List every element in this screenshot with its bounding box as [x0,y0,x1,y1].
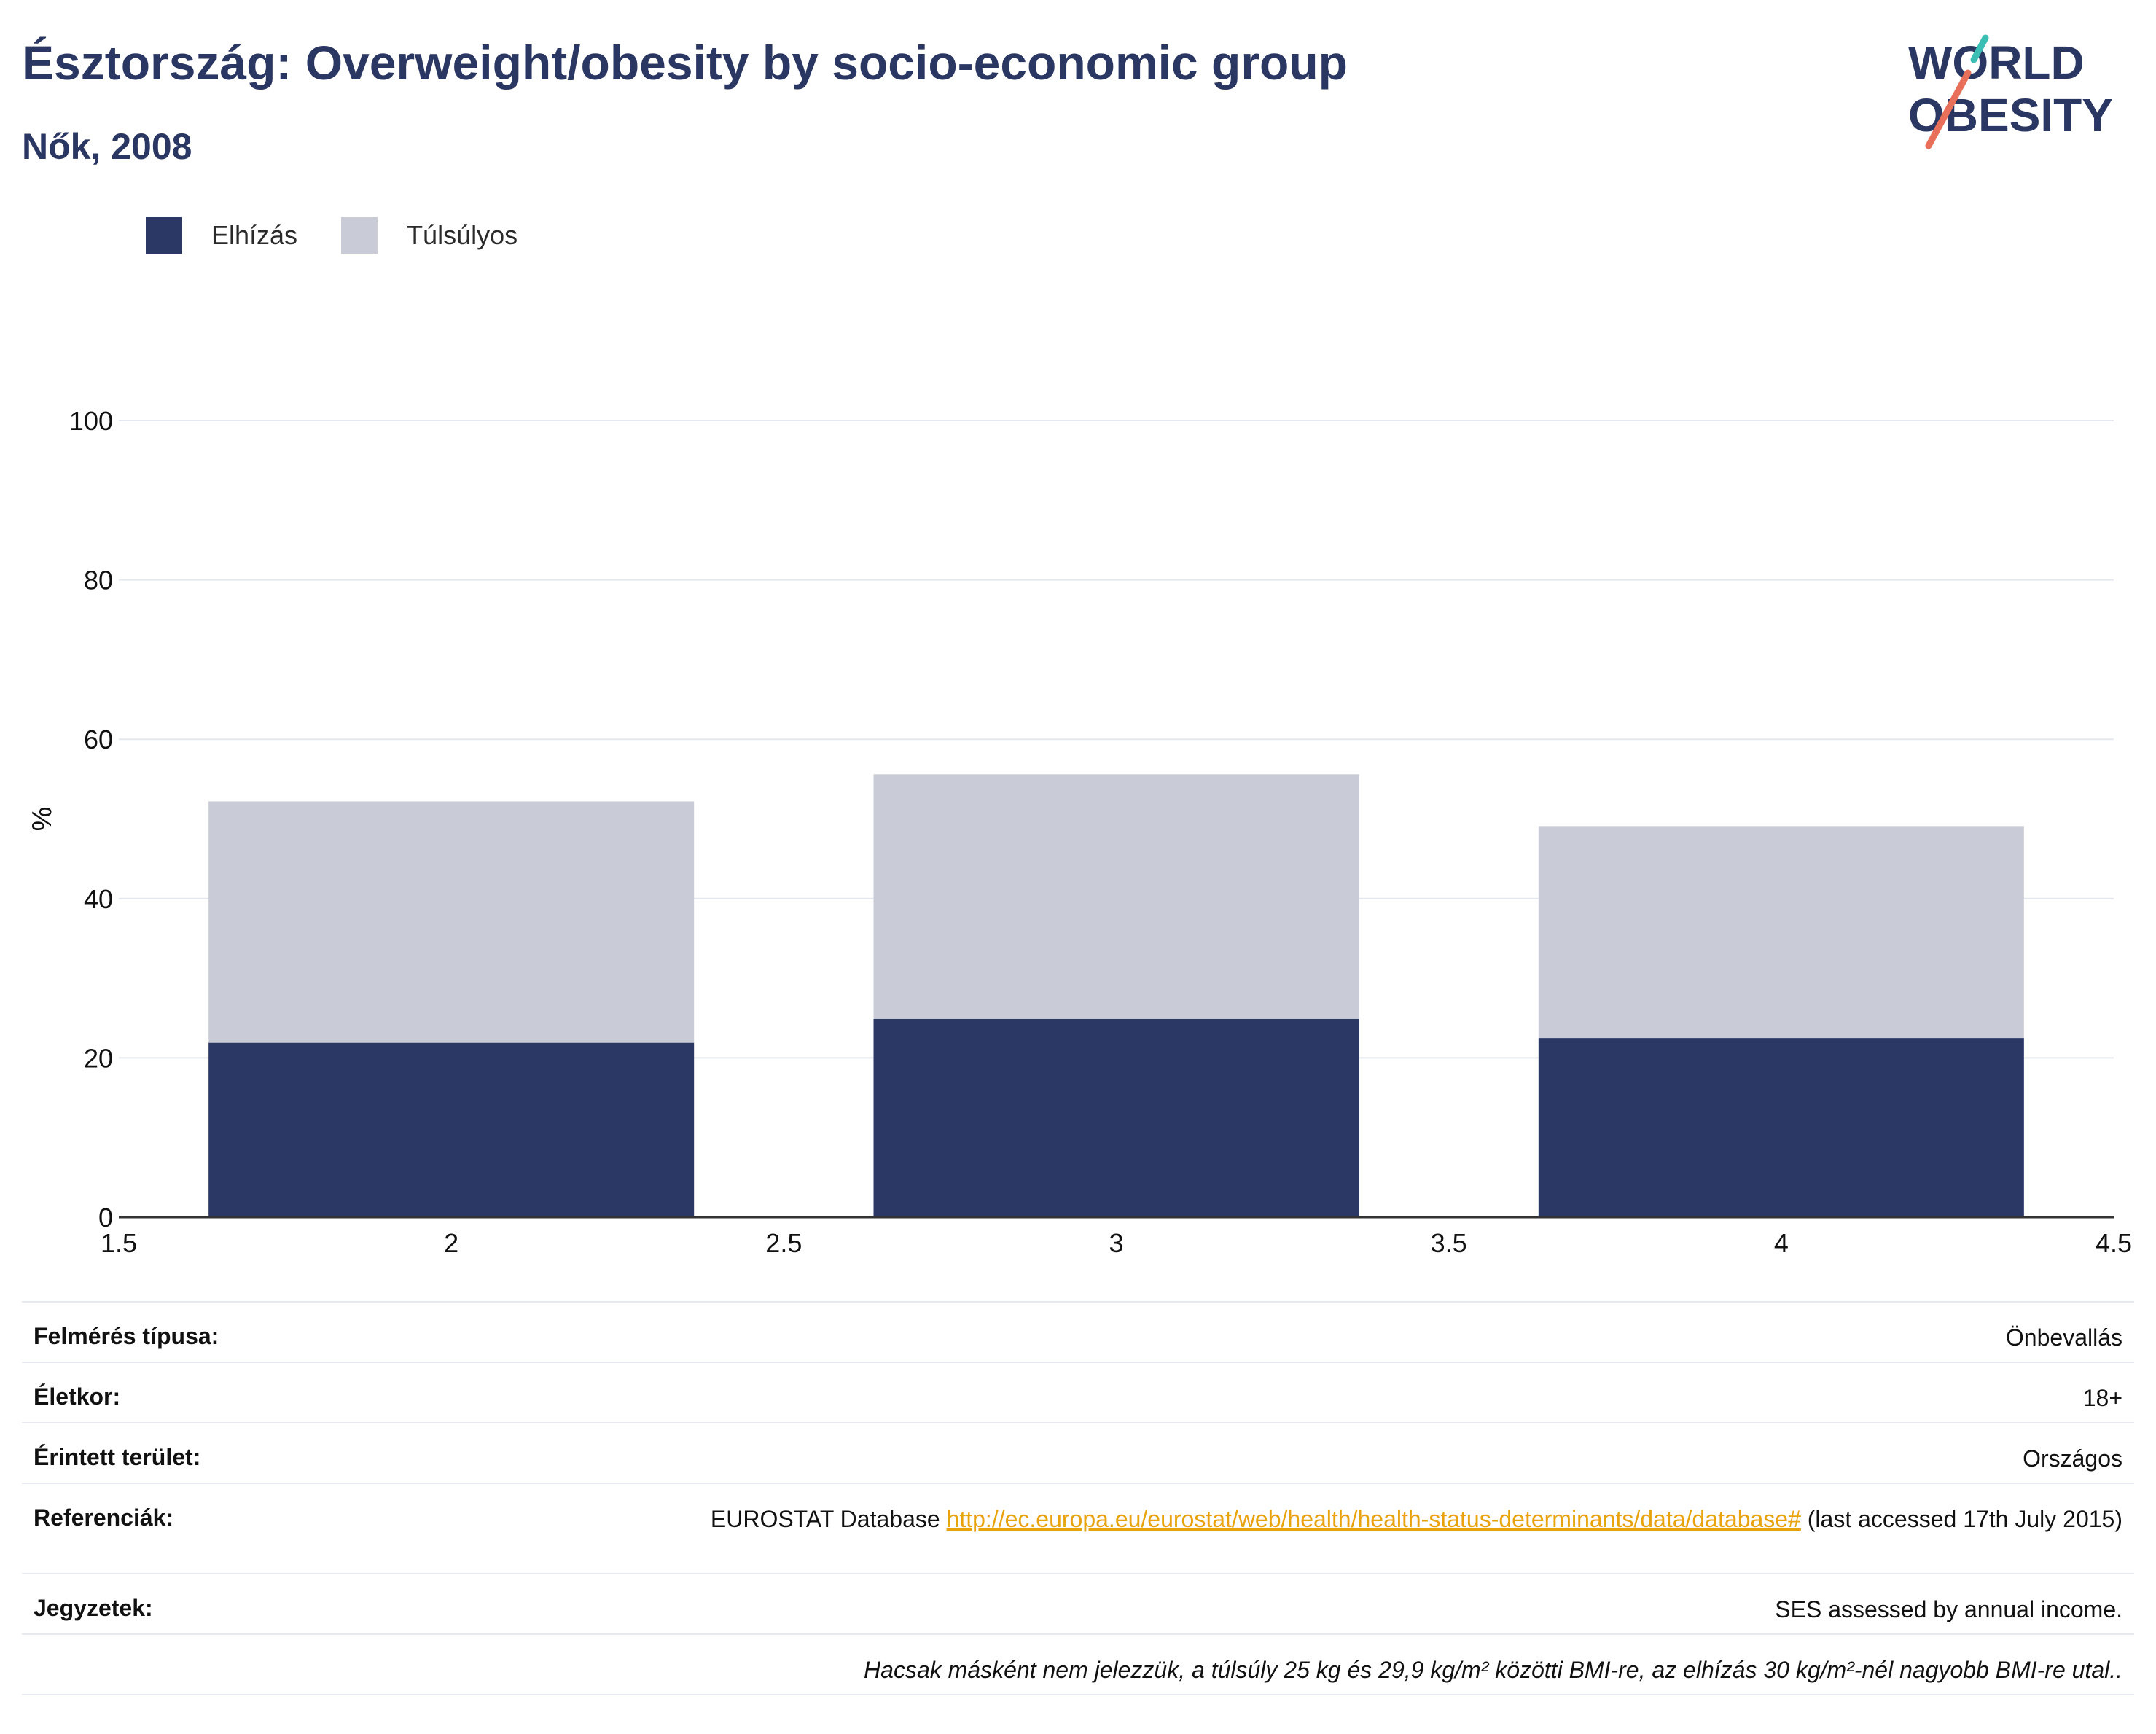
legend-item-obesity[interactable]: Elhízás [146,217,297,254]
notes-value: SES assessed by annual income. [1775,1596,2122,1622]
footnote: Hacsak másként nem jelezzük, a túlsúly 2… [864,1657,2122,1683]
logo-slash-coral [1925,69,1972,149]
logo-slash-teal [1970,34,1989,63]
x-tick-label: 4 [1774,1228,1789,1258]
y-tick-label: 80 [84,566,113,595]
y-tick-label: 100 [69,406,113,436]
info-row-age: Életkor: 18+ [22,1363,2134,1423]
area-value: Országos [2023,1445,2122,1472]
age-label: Életkor: [34,1383,121,1410]
y-tick-label: 20 [84,1043,113,1073]
age-value: 18+ [2082,1385,2122,1411]
reference-suffix: (last accessed 17th July 2015) [1807,1506,2122,1532]
bar-obesity [208,1042,695,1217]
reference-link[interactable]: http://ec.europa.eu/eurostat/web/health/… [946,1506,1801,1532]
y-tick-label: 0 [98,1203,113,1233]
logo-line1: WORLD [1908,36,2085,89]
legend-swatch-overweight [341,217,378,254]
bar-overweight [873,774,1359,1019]
legend-item-overweight[interactable]: Túlsúlyos [341,217,517,254]
info-row-references: Referenciák: EUROSTAT Database http://ec… [22,1484,2134,1574]
chart-title: Észtország: Overweight/obesity by socio-… [22,36,1348,90]
survey-type-label: Felmérés típusa: [34,1323,219,1349]
legend: Elhízás Túlsúlyos [146,217,561,254]
area-label: Érintett terület: [34,1444,201,1470]
info-row-survey: Felmérés típusa: Önbevallás [22,1303,2134,1363]
legend-label-overweight: Túlsúlyos [407,220,518,250]
bar-overweight [1538,826,2024,1039]
references-value: EUROSTAT Database http://ec.europa.eu/eu… [711,1504,2122,1535]
y-tick-label: 60 [84,725,113,754]
x-tick-label: 2 [444,1228,458,1258]
info-row-footnote: Hacsak másként nem jelezzük, a túlsúly 2… [22,1635,2134,1695]
info-row-notes: Jegyzetek: SES assessed by annual income… [22,1574,2134,1635]
x-tick-label: 3.5 [1431,1228,1467,1258]
bar-chart: 0 20 40 60 80 100% 1.5 2 2.5 3 3.5 4 4.5 [27,406,2132,1258]
legend-swatch-obesity [146,217,182,254]
info-row-area: Érintett terület: Országos [22,1423,2134,1484]
bar-obesity [873,1018,1359,1217]
references-label: Referenciák: [34,1504,174,1531]
x-tick-label: 1.5 [101,1228,137,1258]
bar-obesity [1538,1038,2024,1217]
world-obesity-logo: WORLD OBESITY [1908,34,2113,149]
x-tick-label: 3 [1109,1228,1123,1258]
notes-label: Jegyzetek: [34,1595,153,1621]
y-axis-label: % [27,807,58,832]
bar-overweight [208,801,695,1043]
legend-label-obesity: Elhízás [211,220,298,250]
chart-subtitle: Nők, 2008 [22,126,192,167]
info-table: Felmérés típusa: Önbevallás Életkor: 18+… [22,1301,2134,1695]
y-tick-label: 40 [84,884,113,914]
x-tick-label: 4.5 [2096,1228,2132,1258]
survey-type-value: Önbevallás [2005,1324,2122,1351]
reference-prefix: EUROSTAT Database [710,1506,940,1532]
x-tick-label: 2.5 [765,1228,802,1258]
